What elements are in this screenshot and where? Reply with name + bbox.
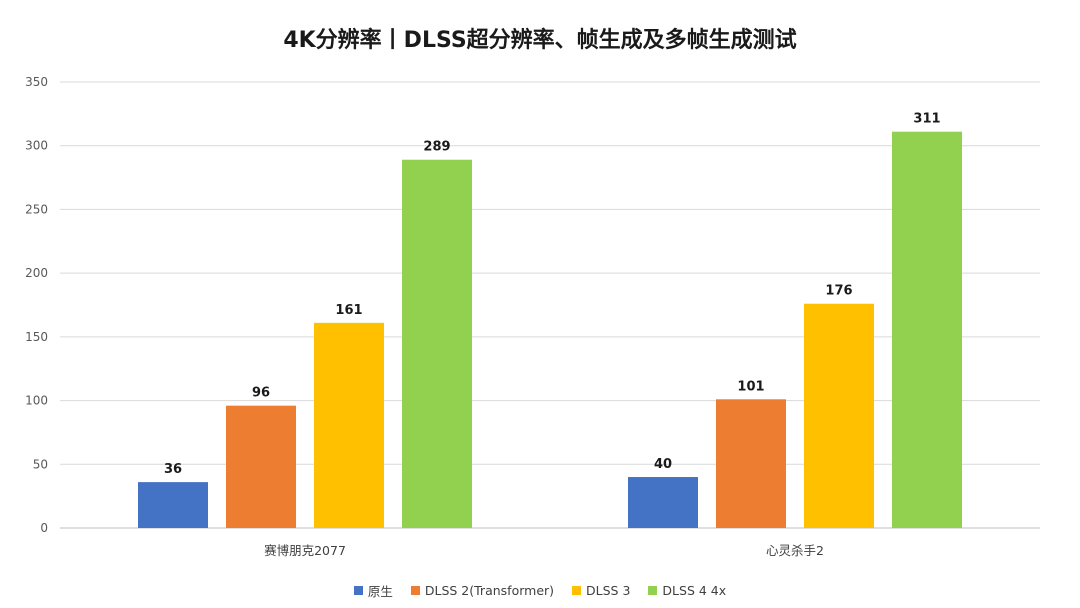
bar <box>804 303 874 528</box>
y-tick-label: 350 <box>25 75 48 89</box>
legend-label: 原生 <box>367 584 393 599</box>
legend-swatch <box>572 586 582 595</box>
bar <box>628 477 698 528</box>
legend-label: DLSS 2(Transformer) <box>424 583 555 598</box>
y-tick-label: 0 <box>40 521 48 535</box>
legend-item: 原生 <box>353 581 393 600</box>
y-tick-label: 300 <box>25 139 48 153</box>
legend-label: DLSS 3 <box>586 583 631 598</box>
legend-swatch <box>353 586 363 595</box>
y-tick-label: 150 <box>25 330 48 344</box>
legend-item: DLSS 2(Transformer) <box>410 581 555 600</box>
chart-title: 4K分辨率丨DLSS超分辨率、帧生成及多帧生成测试 <box>283 28 797 53</box>
data-label: 289 <box>423 140 450 155</box>
bar <box>226 405 296 528</box>
legend-label: DLSS 4 4x <box>662 583 727 598</box>
bar <box>138 482 208 528</box>
bar <box>892 131 962 528</box>
x-tick-label: 赛博朋克2077 <box>264 543 346 558</box>
data-label: 40 <box>654 457 672 472</box>
data-label: 161 <box>335 303 362 318</box>
x-tick-label: 心灵杀手2 <box>766 543 824 558</box>
bar <box>402 159 472 528</box>
legend-item: DLSS 4 4x <box>648 581 726 600</box>
data-label: 36 <box>164 462 182 477</box>
data-label: 176 <box>825 284 852 299</box>
data-label: 311 <box>913 112 940 127</box>
y-tick-label: 50 <box>33 457 48 471</box>
bar <box>314 322 384 528</box>
y-tick-label: 100 <box>25 394 48 408</box>
y-tick-label: 200 <box>25 266 48 280</box>
y-tick-label: 250 <box>25 202 48 216</box>
legend-item: DLSS 3 <box>572 581 630 600</box>
bar <box>716 399 786 528</box>
data-label: 101 <box>737 379 764 394</box>
legend: 原生 DLSS 2(Transformer) DLSS 3 DLSS 4 4x <box>0 581 1080 600</box>
legend-swatch <box>648 586 658 595</box>
data-label: 96 <box>252 386 270 401</box>
legend-swatch <box>410 586 420 595</box>
